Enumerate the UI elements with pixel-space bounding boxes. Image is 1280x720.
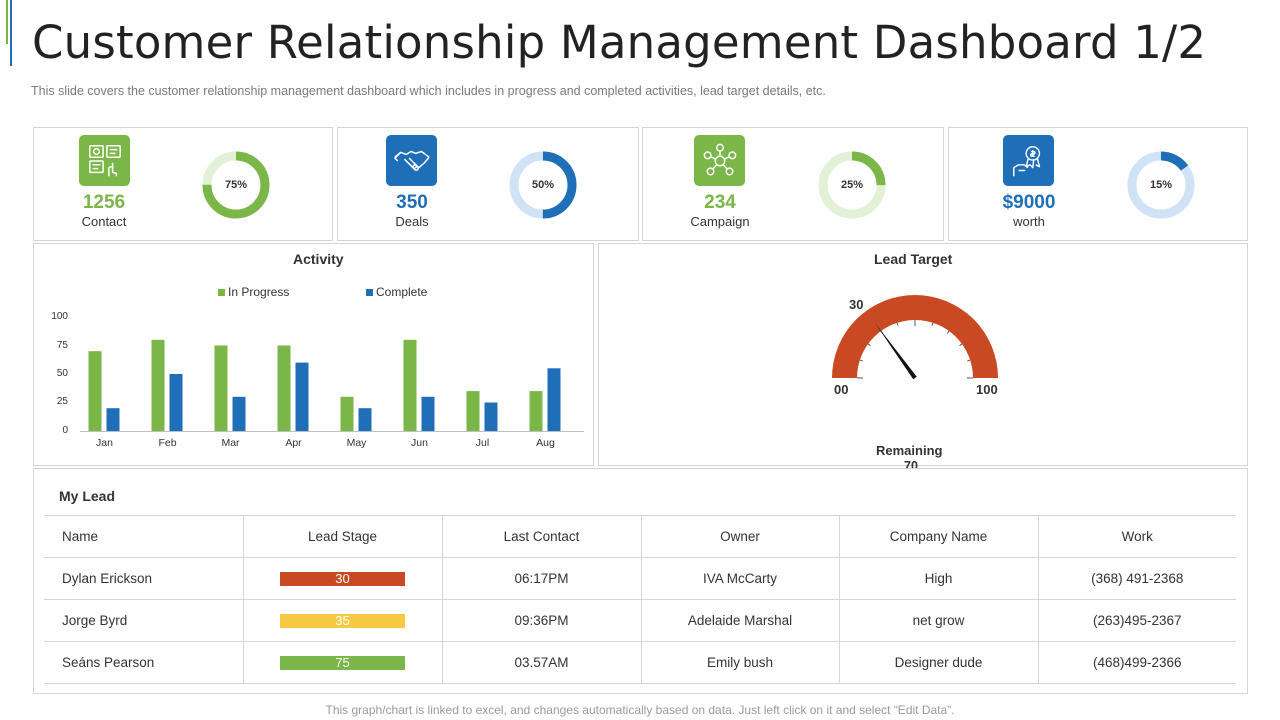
header-lead-stage: Lead Stage xyxy=(243,515,443,558)
kpi-percent-contact: 75% xyxy=(224,179,248,191)
kpi-donut-campaign xyxy=(818,151,886,219)
header-last-contact: Last Contact xyxy=(442,515,642,558)
header-company-name: Company Name xyxy=(839,515,1039,558)
remaining-label: Remaining xyxy=(876,443,943,458)
lead-table: Name Lead Stage Last Contact Owner Compa… xyxy=(44,515,1236,684)
kpi-value-worth: $9000 xyxy=(1002,192,1056,213)
kpi-label-deals: Deals xyxy=(395,214,429,229)
gauge-value-label: 30 xyxy=(849,297,864,312)
kpi-value-deals: 350 xyxy=(396,192,428,213)
kpi-card-deals: 350 Deals 50% xyxy=(337,127,639,241)
cell-name: Jorge Byrd xyxy=(44,599,244,642)
kpi-donut-contact xyxy=(202,151,270,219)
activity-panel xyxy=(33,243,594,466)
lead-target-panel xyxy=(598,243,1248,466)
page-subtitle: This slide covers the customer relations… xyxy=(31,84,826,98)
title-accent-blue xyxy=(10,0,12,66)
cell-lead-stage: 75 xyxy=(243,641,443,684)
header-work: Work xyxy=(1038,515,1236,558)
gauge-min-label: 00 xyxy=(834,382,849,397)
table-row: Seáns Pearson 75 03.57AM Emily bush Desi… xyxy=(44,641,1236,684)
kpi-percent-deals: 50% xyxy=(531,179,555,191)
cell-lead-stage: 30 xyxy=(243,557,443,600)
contact-card-icon xyxy=(79,135,130,186)
lead-target-title: Lead Target xyxy=(874,251,953,267)
y-tick-label: 100 xyxy=(51,311,68,322)
cell-work: (263)495-2367 xyxy=(1038,599,1236,642)
legend-swatch-in-progress xyxy=(218,288,225,296)
handshake-icon xyxy=(386,135,437,186)
cell-company: Designer dude xyxy=(839,641,1039,684)
kpi-donut-worth xyxy=(1127,151,1195,219)
cell-last-contact: 03.57AM xyxy=(442,641,642,684)
cell-work: (368) 491-2368 xyxy=(1038,557,1236,600)
title-accent-green xyxy=(6,0,8,44)
kpi-value-campaign: 234 xyxy=(704,192,736,213)
kpi-label-campaign: Campaign xyxy=(690,214,750,229)
kpi-percent-campaign: 25% xyxy=(840,179,864,191)
legend-label-in-progress: In Progress xyxy=(228,285,290,299)
y-tick-label: 50 xyxy=(56,368,68,379)
header-name: Name xyxy=(44,515,244,558)
x-tick-label: Mar xyxy=(221,437,240,449)
cell-last-contact: 06:17PM xyxy=(442,557,642,600)
campaign-network-icon xyxy=(694,135,745,186)
lead-stage-bar: 35 xyxy=(280,614,405,629)
lead-stage-bar: 30 xyxy=(280,572,405,587)
cell-owner: Emily bush xyxy=(641,641,840,684)
cell-owner: Adelaide Marshal xyxy=(641,599,840,642)
x-tick-label: Jun xyxy=(411,437,428,449)
y-tick-label: 25 xyxy=(56,396,68,407)
x-tick-label: Jan xyxy=(96,437,113,449)
footer-note: This graph/chart is linked to excel, and… xyxy=(325,703,955,717)
kpi-card-worth: $9000 worth 15% xyxy=(948,127,1248,241)
cell-company: net grow xyxy=(839,599,1039,642)
kpi-card-contact: 1256 Contact 75% xyxy=(33,127,333,241)
kpi-label-contact: Contact xyxy=(81,214,127,229)
cell-name: Seáns Pearson xyxy=(44,641,244,684)
x-tick-label: Apr xyxy=(285,437,302,449)
kpi-percent-worth: 15% xyxy=(1149,179,1173,191)
header-owner: Owner xyxy=(641,515,840,558)
cell-last-contact: 09:36PM xyxy=(442,599,642,642)
kpi-card-campaign: 234 Campaign 25% xyxy=(642,127,944,241)
table-row: Jorge Byrd 35 09:36PM Adelaide Marshal n… xyxy=(44,599,1236,642)
my-lead-title: My Lead xyxy=(59,488,116,504)
activity-title: Activity xyxy=(293,251,344,267)
cell-lead-stage: 35 xyxy=(243,599,443,642)
y-tick-label: 75 xyxy=(56,340,68,351)
page-title: Customer Relationship Management Dashboa… xyxy=(32,16,1207,69)
legend-complete: Complete xyxy=(366,285,427,299)
cell-work: (468)499-2366 xyxy=(1038,641,1236,684)
legend-in-progress: In Progress xyxy=(218,285,289,299)
cell-owner: IVA McCarty xyxy=(641,557,840,600)
kpi-label-worth: worth xyxy=(1013,214,1045,229)
award-hand-icon xyxy=(1003,135,1054,186)
table-row: Dylan Erickson 30 06:17PM IVA McCarty Hi… xyxy=(44,557,1236,600)
kpi-donut-deals xyxy=(509,151,577,219)
cell-company: High xyxy=(839,557,1039,600)
legend-label-complete: Complete xyxy=(376,285,428,299)
x-tick-label: Jul xyxy=(475,437,490,449)
y-tick-label: 0 xyxy=(62,425,68,436)
gauge-max-label: 100 xyxy=(976,382,998,397)
x-tick-label: Feb xyxy=(158,437,177,449)
legend-swatch-complete xyxy=(366,288,373,296)
lead-stage-bar: 75 xyxy=(280,656,405,671)
x-tick-label: May xyxy=(346,437,367,449)
cell-name: Dylan Erickson xyxy=(44,557,244,600)
table-header-row: Name Lead Stage Last Contact Owner Compa… xyxy=(44,515,1236,558)
kpi-value-contact: 1256 xyxy=(82,192,126,213)
x-tick-label: Aug xyxy=(536,437,555,449)
